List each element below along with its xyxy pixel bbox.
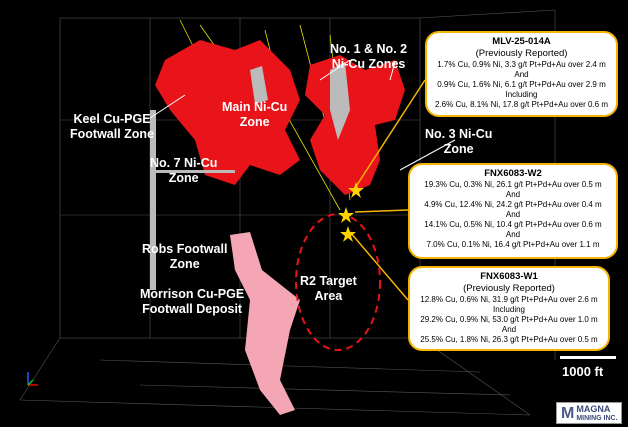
magna-mining-logo: M MAGNA MINING INC. — [556, 402, 622, 424]
star-icon — [338, 207, 354, 223]
star-markers — [338, 182, 364, 242]
callout-leaders — [349, 79, 426, 301]
label-morrison: Morrison Cu-PGE Footwall Deposit — [140, 287, 245, 316]
grey-zones — [150, 62, 350, 290]
label-zones-1-2: No. 1 & No. 2 Ni-Cu Zones — [330, 42, 408, 71]
label-main: Main Ni-Cu Zone — [222, 100, 288, 129]
callout-fnx6083-w1: FNX6083-W1 (Previously Reported) 12.8% Cu… — [408, 266, 610, 351]
callout-mlv-25-014a: MLV-25-014A (Previously Reported) 1.7% Cu… — [425, 31, 618, 117]
scale-bar — [560, 356, 616, 359]
label-keel: Keel Cu-PGE Footwall Zone — [70, 112, 155, 141]
label-pointers — [149, 59, 456, 171]
star-icon — [348, 182, 364, 198]
label-no3: No. 3 Ni-Cu Zone — [425, 127, 493, 156]
scale-bar-label: 1000 ft — [562, 364, 604, 379]
label-robs: Robs Footwall Zone — [142, 242, 228, 271]
footwall-deposits — [230, 232, 300, 415]
star-icon — [340, 226, 356, 242]
callout-fnx6083-w2: FNX6083-W2 19.3% Cu, 0.3% Ni, 26.1 g/t P… — [408, 163, 618, 259]
label-r2-target: R2 Target Area — [300, 274, 357, 303]
axis-triad — [27, 372, 38, 386]
r2-target-outline — [295, 213, 381, 351]
label-no7: No. 7 Ni-Cu Zone — [150, 156, 218, 185]
